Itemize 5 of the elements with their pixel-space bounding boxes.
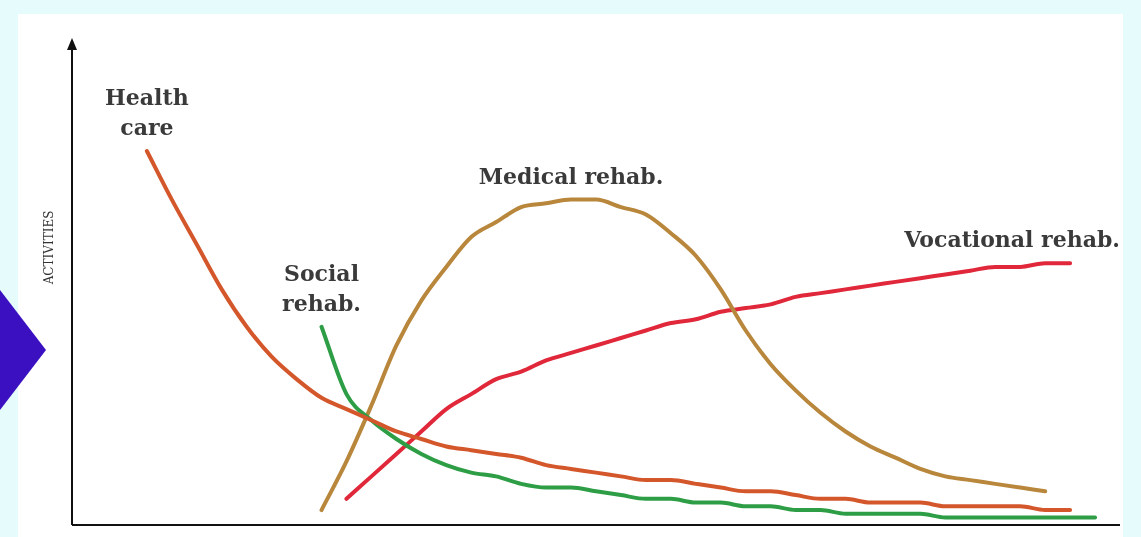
series-label: Social rehab.: [282, 259, 361, 316]
series-label: Vocational rehab.: [903, 226, 1120, 253]
y-axis-title: ACTIVITIES: [42, 210, 57, 286]
series-label: Health care: [105, 83, 189, 140]
series-label: Medical rehab.: [478, 162, 664, 189]
